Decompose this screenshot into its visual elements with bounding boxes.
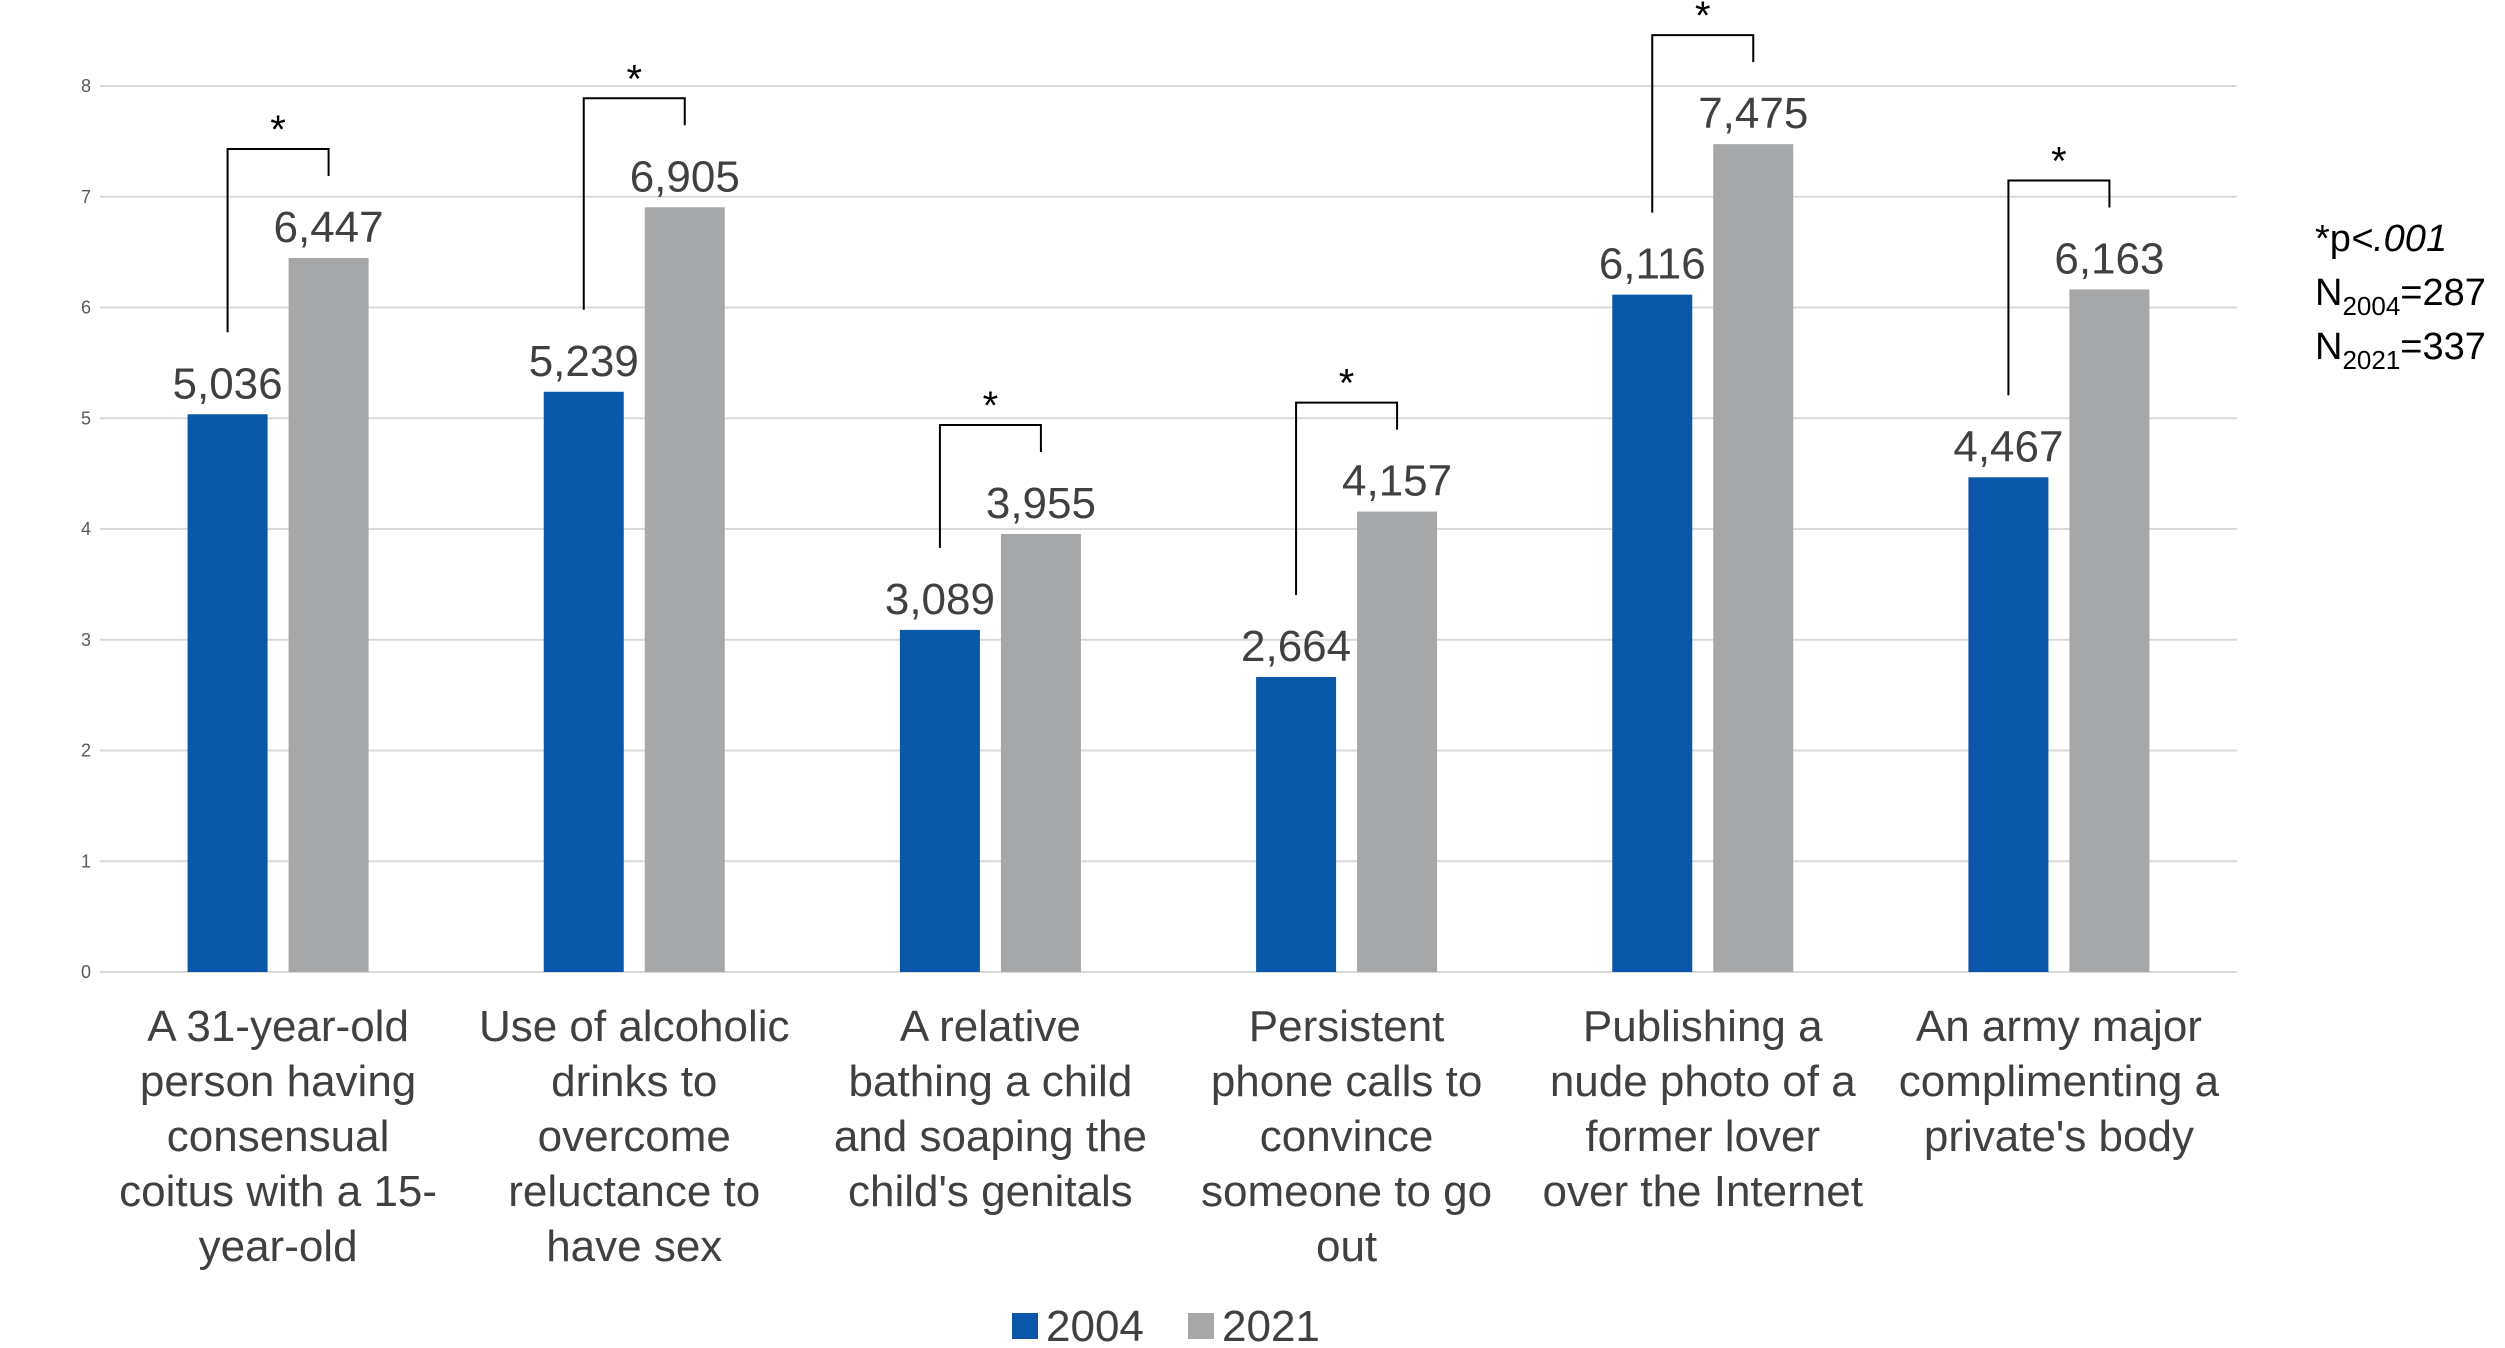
y-tick-label: 4 (81, 519, 91, 539)
x-category-label: A 31-year-old person having consensual coit… (119, 1002, 437, 1271)
y-tick-label: 8 (81, 76, 91, 96)
value-labels: 5,036 6,447 5,239 6,905 3,089 3,955 2,664 4,157… (173, 89, 2165, 671)
x-category-label-line: reluctance to (508, 1167, 760, 1216)
bar-2004 (1612, 294, 1693, 972)
bar-2021 (288, 257, 369, 972)
x-category-label-line: complimenting a (1899, 1057, 2220, 1106)
significance-bracket (1295, 401, 1399, 595)
significance-star: * (1339, 362, 1355, 406)
data-label-2004: 5,036 (173, 359, 283, 408)
x-category-label-line: someone to go (1201, 1167, 1492, 1216)
bar-2004 (1256, 676, 1337, 972)
x-category-label-line: bathing a child (849, 1057, 1133, 1106)
x-category-label-line: overcome (538, 1112, 731, 1161)
x-category-label-line: private's body (1924, 1112, 2194, 1161)
y-tick-label: 1 (81, 851, 91, 871)
data-label-2021: 6,447 (274, 203, 384, 252)
x-category-label: An army major complimenting a private's bo… (1899, 1002, 2220, 1161)
bar-2021 (644, 207, 725, 973)
bar-2004 (899, 629, 980, 972)
bar-2021 (2069, 289, 2150, 972)
x-category-label: Use of alcoholic drinks to overcome relucta… (479, 1002, 790, 1271)
bar-2021 (1000, 533, 1081, 972)
x-category-label-line: over the Internet (1543, 1167, 1863, 1216)
significance-bracket (226, 147, 330, 333)
legend-label-2021: 2021 (1222, 1302, 1320, 1348)
x-category-label-line: and soaping the (834, 1112, 1147, 1161)
y-axis: 0 1 2 3 4 5 6 7 8 (81, 76, 91, 982)
data-label-2021: 3,955 (986, 479, 1096, 528)
legend-swatch-2004 (1012, 1313, 1038, 1339)
legend-label-2004: 2004 (1046, 1302, 1144, 1348)
y-tick-label: 2 (81, 741, 91, 761)
data-label-2004: 2,664 (1241, 622, 1351, 671)
significance-brackets: * * * * * * (226, 0, 2111, 595)
y-tick-label: 7 (81, 187, 91, 207)
data-label-2021: 4,157 (1342, 457, 1452, 506)
data-label-2021: 7,475 (1698, 89, 1808, 138)
significance-star: * (983, 384, 999, 428)
p-value-note: *p<.001 (2315, 218, 2448, 260)
significance-bracket (1651, 34, 1755, 213)
x-category-label-line: child's genitals (848, 1167, 1133, 1216)
x-category-label-line: have sex (546, 1222, 722, 1271)
legend: 2004 2021 (1012, 1302, 1320, 1348)
gridlines (100, 85, 2237, 973)
bars (187, 144, 2150, 973)
x-category-label-line: A relative (900, 1002, 1081, 1051)
significance-bracket (582, 97, 686, 310)
x-category-label-line: Use of alcoholic (479, 1002, 790, 1051)
significance-bracket (938, 423, 1042, 548)
significance-star: * (270, 108, 286, 152)
data-label-2004: 3,089 (885, 575, 995, 624)
significance-star: * (1695, 0, 1711, 38)
x-category-label-line: Publishing a (1583, 1002, 1823, 1051)
x-axis-labels: A 31-year-old person having consensual coit… (119, 1002, 2220, 1271)
x-category-label-line: person having (140, 1057, 416, 1106)
x-category-label-line: out (1316, 1222, 1377, 1271)
x-category-label-line: phone calls to (1211, 1057, 1483, 1106)
significance-star: * (2051, 139, 2067, 183)
y-tick-label: 5 (81, 408, 91, 428)
x-category-label-line: former lover (1585, 1112, 1820, 1161)
x-category-label-line: consensual (167, 1112, 390, 1161)
x-category-label: Publishing a nude photo of a former lover o… (1543, 1002, 1863, 1216)
bar-2004 (543, 391, 624, 972)
significance-note: *p<.001 N2004=287 N2021=337 (2315, 212, 2486, 374)
legend-swatch-2021 (1188, 1313, 1214, 1339)
significance-bracket (2007, 179, 2111, 396)
n-2021-note: N2021=337 (2315, 326, 2486, 375)
x-category-label-line: Persistent (1249, 1002, 1445, 1051)
x-category-label-line: drinks to (551, 1057, 717, 1106)
x-category-label: Persistent phone calls to convince someone … (1201, 1002, 1492, 1271)
y-tick-label: 0 (81, 962, 91, 982)
bar-2004 (187, 414, 268, 972)
x-category-label-line: A 31-year-old (147, 1002, 409, 1051)
bar-2021 (1357, 511, 1438, 972)
bar-2004 (1968, 477, 2049, 972)
data-label-2021: 6,905 (630, 152, 740, 201)
bar-2021 (1713, 144, 1794, 973)
x-category-label-line: year-old (199, 1222, 358, 1271)
n-2004-note: N2004=287 (2315, 272, 2486, 321)
data-label-2021: 6,163 (2054, 234, 2164, 283)
data-label-2004: 6,116 (1599, 240, 1706, 289)
x-category-label-line: convince (1260, 1112, 1434, 1161)
x-category-label-line: An army major (1916, 1002, 2202, 1051)
significance-star: * (626, 57, 642, 101)
data-label-2004: 4,467 (1953, 422, 2063, 471)
data-label-2004: 5,239 (529, 337, 639, 386)
x-category-label-line: coitus with a 15- (119, 1167, 437, 1216)
y-tick-label: 3 (81, 630, 91, 650)
x-category-label-line: nude photo of a (1550, 1057, 1856, 1106)
y-tick-label: 6 (81, 298, 91, 318)
x-category-label: A relative bathing a child and soaping the… (834, 1002, 1147, 1216)
